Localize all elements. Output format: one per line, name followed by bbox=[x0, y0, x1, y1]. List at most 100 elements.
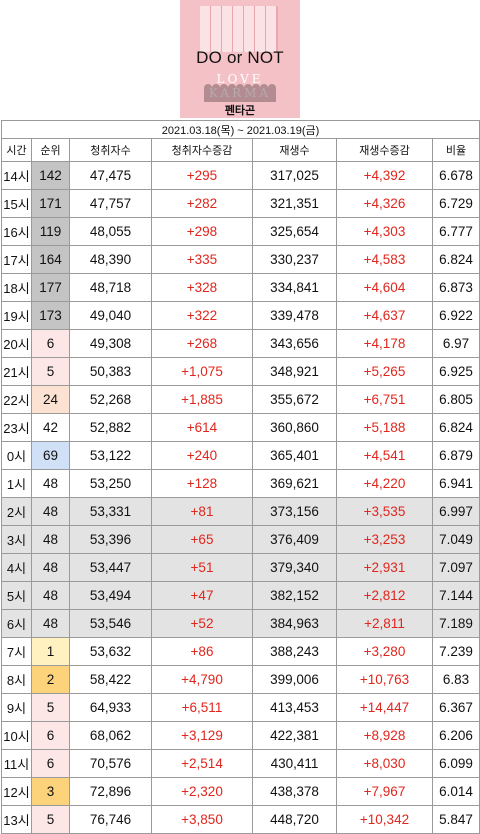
table-row: 5시 48 53,494 +47 382,152 +2,812 7.144 bbox=[1, 581, 480, 610]
plays-change-cell: +5,188 bbox=[336, 413, 433, 442]
album-cover-photo bbox=[204, 84, 276, 102]
table-row: 21시 5 50,383 +1,075 348,921 +5,265 6.925 bbox=[1, 357, 480, 386]
plays-cell: 325,654 bbox=[252, 217, 337, 246]
plays-cell: 399,006 bbox=[252, 665, 337, 694]
ratio-cell: 7.097 bbox=[431, 553, 480, 582]
rank-cell: 1 bbox=[31, 637, 70, 666]
header-ratio: 비율 bbox=[431, 138, 480, 162]
plays-cell: 373,156 bbox=[252, 497, 337, 526]
table-row: 4시 48 53,447 +51 379,340 +2,931 7.097 bbox=[1, 553, 480, 582]
ratio-cell: 6.678 bbox=[431, 161, 480, 190]
cover-book-spine bbox=[244, 6, 256, 52]
cover-book-spine bbox=[211, 6, 223, 52]
hour-cell: 21시 bbox=[1, 357, 32, 386]
listeners-cell: 53,546 bbox=[69, 609, 152, 638]
plays-cell: 379,340 bbox=[252, 553, 337, 582]
header-plays: 재생수 bbox=[252, 138, 337, 162]
rank-cell: 6 bbox=[31, 749, 70, 778]
listeners-cell: 53,122 bbox=[69, 441, 152, 470]
header-listeners: 청취자수 bbox=[69, 138, 152, 162]
album-cover: DO or NOT LOVE KARMA 펜타곤 bbox=[180, 0, 300, 118]
hour-cell: 19시 bbox=[1, 301, 32, 330]
listeners-cell: 52,268 bbox=[69, 385, 152, 414]
rank-cell: 48 bbox=[31, 581, 70, 610]
album-title: DO or NOT bbox=[196, 48, 284, 67]
ratio-cell: 6.925 bbox=[431, 357, 480, 386]
table-row: 13시 5 76,746 +3,850 448,720 +10,342 5.847 bbox=[1, 805, 480, 834]
plays-change-cell: +2,931 bbox=[336, 553, 433, 582]
rank-cell: 6 bbox=[31, 329, 70, 358]
plays-change-cell: +3,280 bbox=[336, 637, 433, 666]
ratio-cell: 7.049 bbox=[431, 525, 480, 554]
table-row: 20시 6 49,308 +268 343,656 +4,178 6.97 bbox=[1, 329, 480, 358]
plays-cell: 388,243 bbox=[252, 637, 337, 666]
listeners-change-cell: +52 bbox=[151, 609, 253, 638]
plays-cell: 355,672 bbox=[252, 385, 337, 414]
rank-cell: 48 bbox=[31, 553, 70, 582]
rank-cell: 164 bbox=[31, 245, 70, 274]
listeners-cell: 58,422 bbox=[69, 665, 152, 694]
hour-cell: 8시 bbox=[1, 665, 32, 694]
plays-change-cell: +3,253 bbox=[336, 525, 433, 554]
table-row: 16시 119 48,055 +298 325,654 +4,303 6.777 bbox=[1, 217, 480, 246]
listeners-cell: 48,055 bbox=[69, 217, 152, 246]
ratio-cell: 7.239 bbox=[431, 637, 480, 666]
ratio-cell: 5.847 bbox=[431, 805, 480, 834]
rank-cell: 5 bbox=[31, 693, 70, 722]
plays-change-cell: +4,326 bbox=[336, 189, 433, 218]
rank-cell: 173 bbox=[31, 301, 70, 330]
ratio-cell: 6.805 bbox=[431, 385, 480, 414]
table-row: 23시 42 52,882 +614 360,860 +5,188 6.824 bbox=[1, 413, 480, 442]
ratio-cell: 6.824 bbox=[431, 413, 480, 442]
ratio-cell: 7.189 bbox=[431, 609, 480, 638]
plays-change-cell: +10,342 bbox=[336, 805, 433, 834]
listeners-change-cell: +6,511 bbox=[151, 693, 253, 722]
table-row: 19시 173 49,040 +322 339,478 +4,637 6.922 bbox=[1, 301, 480, 330]
hour-cell: 13시 bbox=[1, 805, 32, 834]
header-hour: 시간 bbox=[1, 138, 32, 162]
rank-cell: 42 bbox=[31, 413, 70, 442]
header-plays-change: 재생수증감 bbox=[336, 138, 433, 162]
cover-book-spine bbox=[266, 6, 278, 52]
table-row: 0시 69 53,122 +240 365,401 +4,541 6.879 bbox=[1, 441, 480, 470]
listeners-cell: 53,396 bbox=[69, 525, 152, 554]
plays-change-cell: +3,535 bbox=[336, 497, 433, 526]
hour-cell: 7시 bbox=[1, 637, 32, 666]
cover-book-spine bbox=[233, 6, 245, 52]
hour-cell: 18시 bbox=[1, 273, 32, 302]
plays-cell: 330,237 bbox=[252, 245, 337, 274]
plays-cell: 321,351 bbox=[252, 189, 337, 218]
listeners-change-cell: +3,129 bbox=[151, 721, 253, 750]
ratio-cell: 6.941 bbox=[431, 469, 480, 498]
listeners-cell: 70,576 bbox=[69, 749, 152, 778]
plays-cell: 384,963 bbox=[252, 609, 337, 638]
hour-cell: 15시 bbox=[1, 189, 32, 218]
plays-change-cell: +5,265 bbox=[336, 357, 433, 386]
plays-cell: 438,378 bbox=[252, 777, 337, 806]
listeners-change-cell: +295 bbox=[151, 161, 253, 190]
plays-cell: 339,478 bbox=[252, 301, 337, 330]
listeners-cell: 49,308 bbox=[69, 329, 152, 358]
table-row: 1시 48 53,250 +128 369,621 +4,220 6.941 bbox=[1, 469, 480, 498]
plays-cell: 365,401 bbox=[252, 441, 337, 470]
ratio-cell: 6.824 bbox=[431, 245, 480, 274]
plays-change-cell: +4,303 bbox=[336, 217, 433, 246]
ratio-cell: 7.144 bbox=[431, 581, 480, 610]
listeners-change-cell: +298 bbox=[151, 217, 253, 246]
hour-cell: 20시 bbox=[1, 329, 32, 358]
plays-cell: 382,152 bbox=[252, 581, 337, 610]
hour-cell: 16시 bbox=[1, 217, 32, 246]
plays-change-cell: +4,583 bbox=[336, 245, 433, 274]
plays-change-cell: +10,763 bbox=[336, 665, 433, 694]
listeners-change-cell: +268 bbox=[151, 329, 253, 358]
listeners-change-cell: +4,790 bbox=[151, 665, 253, 694]
artist-name: 펜타곤 bbox=[224, 104, 256, 117]
plays-change-cell: +6,751 bbox=[336, 385, 433, 414]
listeners-cell: 72,896 bbox=[69, 777, 152, 806]
plays-change-cell: +2,811 bbox=[336, 609, 433, 638]
plays-change-cell: +4,392 bbox=[336, 161, 433, 190]
listeners-cell: 47,475 bbox=[69, 161, 152, 190]
rank-cell: 119 bbox=[31, 217, 70, 246]
rank-cell: 142 bbox=[31, 161, 70, 190]
hour-cell: 11시 bbox=[1, 749, 32, 778]
